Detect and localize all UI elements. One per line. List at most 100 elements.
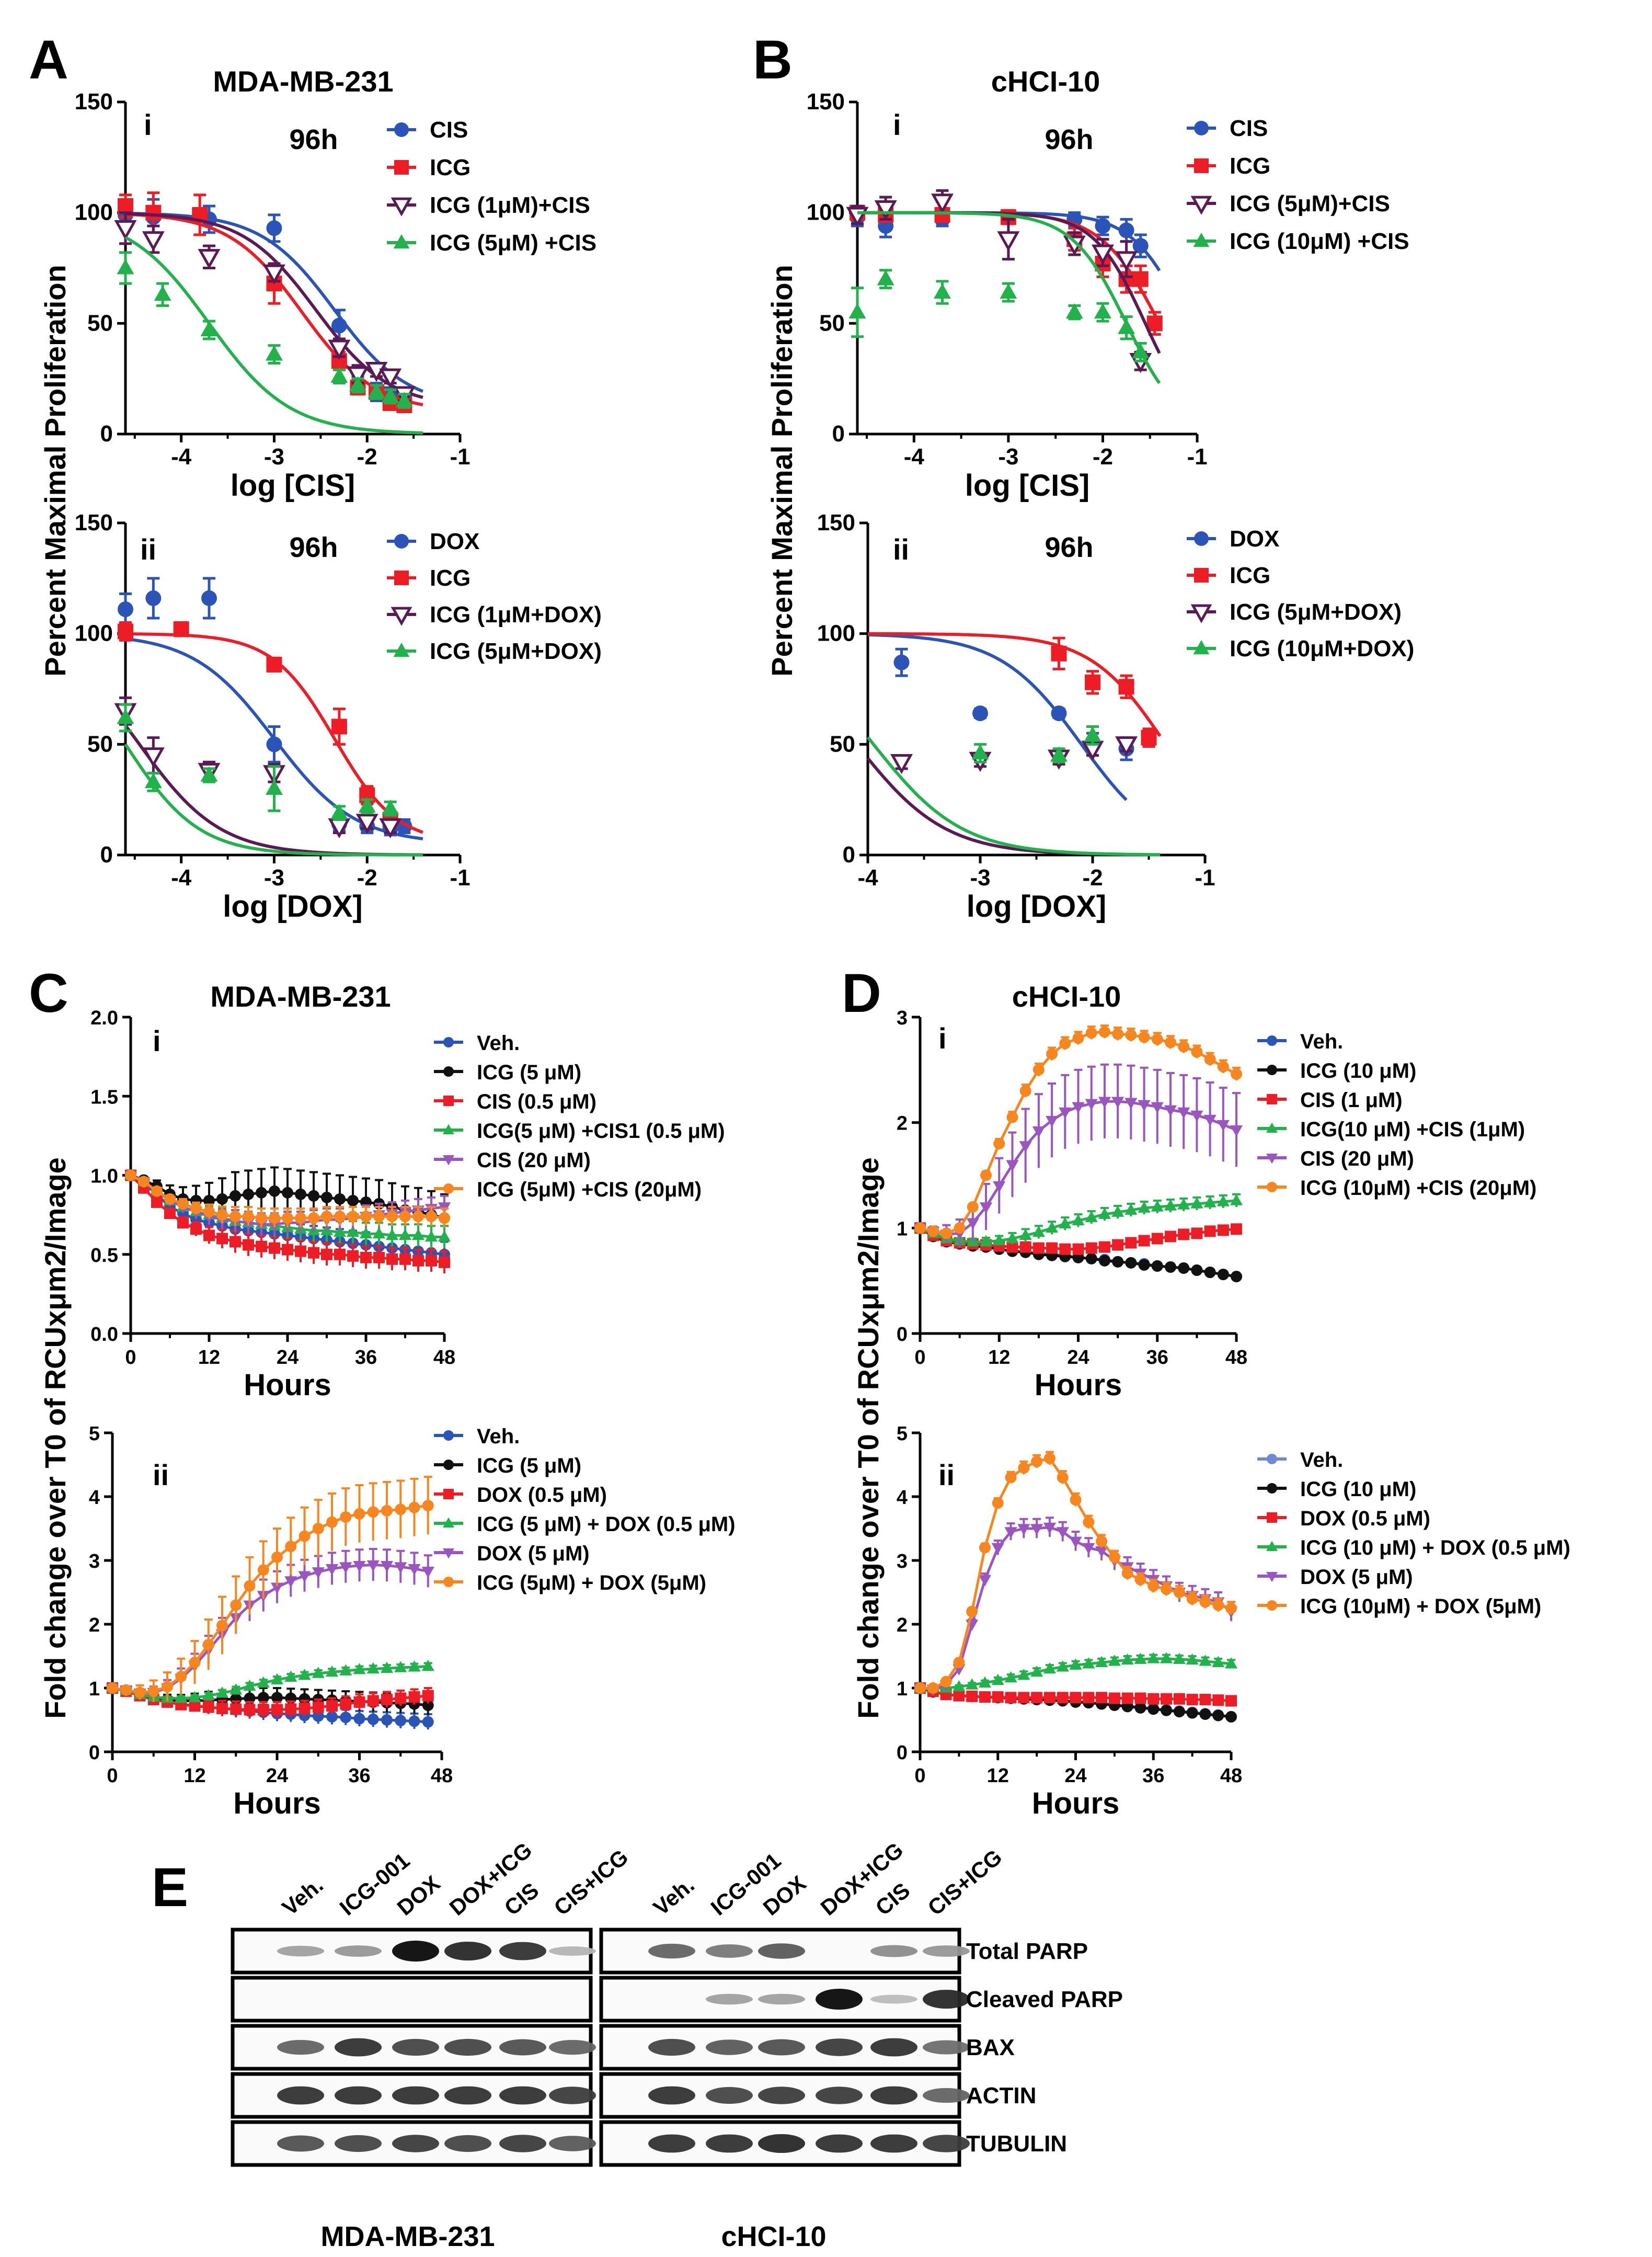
data-point	[1070, 1494, 1082, 1506]
data-point	[355, 814, 378, 834]
data-point	[1000, 283, 1017, 299]
blot-band	[923, 2088, 970, 2103]
legend-item: ICG (5μM)+CIS	[1187, 191, 1390, 216]
x-tick-label: 48	[433, 1347, 455, 1369]
data-point	[993, 1181, 1006, 1193]
data-point	[353, 1696, 365, 1708]
data-point	[1132, 343, 1150, 359]
blot-band	[816, 1989, 863, 2010]
y-tick-label: 100	[807, 200, 845, 225]
data-point	[1083, 1692, 1095, 1704]
data-point	[262, 264, 285, 285]
x-tick-label: -1	[450, 444, 470, 470]
panel-label-C: C	[29, 963, 68, 1024]
blot-band	[816, 2134, 863, 2153]
data-point	[114, 220, 137, 241]
legend-marker	[1194, 531, 1209, 546]
data-point	[1199, 1708, 1211, 1720]
x-tick-label: -4	[857, 865, 878, 891]
data-point	[203, 1206, 215, 1218]
blot-band	[923, 2135, 970, 2152]
data-point	[266, 656, 282, 672]
data-point	[125, 1169, 136, 1181]
data-point	[1199, 1596, 1211, 1608]
data-point	[408, 1564, 421, 1576]
blot-band	[648, 1943, 695, 1959]
time-label: 96h	[1045, 124, 1093, 155]
data-point	[339, 1562, 352, 1574]
legend-marker	[1190, 196, 1212, 215]
data-point	[1031, 1692, 1043, 1704]
data-point	[1085, 1242, 1097, 1254]
data-point	[1111, 1097, 1125, 1108]
x-tick-label: 48	[1225, 1347, 1247, 1369]
data-point	[1056, 1660, 1069, 1672]
legend-item: ICG (5μM+DOX)	[1187, 599, 1402, 625]
legend-marker	[443, 1517, 454, 1528]
legend-marker	[443, 1124, 454, 1134]
data-point	[270, 1582, 284, 1594]
data-point	[1019, 1241, 1031, 1253]
blot-band	[923, 1945, 970, 1957]
data-point	[1045, 1221, 1059, 1233]
data-point	[175, 1671, 187, 1683]
blot-row-1: Cleaved PARP	[231, 1976, 1123, 2023]
y-tick-label: 1	[897, 1678, 908, 1700]
data-point	[339, 1664, 352, 1675]
legend-item: ICG(5 μM) +CIS1 (0.5 μM)	[434, 1120, 725, 1143]
data-point	[398, 1228, 412, 1240]
y-tick-label: 1	[89, 1678, 100, 1700]
data-point	[1057, 1472, 1069, 1484]
legend-item: ICG (1μM)+CIS	[387, 192, 590, 218]
x-axis-label: Hours	[1035, 1368, 1122, 1402]
x-tick-label: -2	[357, 444, 377, 470]
data-point	[326, 1711, 338, 1723]
legend-marker	[394, 160, 409, 175]
data-point	[940, 1227, 953, 1239]
series-Bi-3	[848, 211, 1161, 384]
data-point	[992, 1497, 1004, 1509]
legend-marker	[1266, 1572, 1278, 1582]
data-point	[256, 1240, 267, 1252]
blot-band	[444, 1941, 491, 1961]
data-point	[230, 1599, 242, 1611]
blot-band	[335, 1945, 382, 1957]
legend-item: ICG (5μM) +CIS (20μM)	[434, 1178, 702, 1201]
y-tick-label: 100	[75, 621, 113, 646]
data-point	[1148, 1693, 1160, 1705]
y-tick-label: 0.5	[90, 1245, 118, 1267]
data-point	[1191, 1227, 1203, 1239]
data-point	[1095, 1656, 1108, 1667]
legend-label: ICG(5 μM) +CIS1 (0.5 μM)	[477, 1120, 725, 1143]
fit-curve	[866, 736, 1160, 857]
series-Bii-3	[866, 725, 1160, 857]
data-point	[1217, 1195, 1230, 1206]
data-point	[177, 1198, 189, 1210]
legend-marker	[443, 1183, 454, 1194]
chart-title: cHCI-10	[1012, 980, 1121, 1013]
data-point	[1178, 1041, 1190, 1053]
data-point	[216, 1233, 228, 1245]
data-point	[346, 366, 369, 386]
y-tick-label: 2.0	[90, 1007, 118, 1029]
data-point	[395, 1692, 407, 1704]
legend-marker	[394, 122, 409, 137]
data-point	[173, 621, 189, 637]
blot-band	[870, 1945, 917, 1957]
data-point	[1069, 1536, 1082, 1548]
data-point	[308, 1247, 319, 1259]
data-point	[1115, 251, 1138, 271]
data-point	[1072, 1214, 1085, 1226]
data-point	[177, 1217, 189, 1229]
legend-item: ICG(10 μM) +CIS (1μM)	[1257, 1118, 1525, 1141]
data-point	[1083, 1516, 1095, 1528]
data-point	[202, 1701, 214, 1713]
legend-item: ICG (10μM) +CIS (20μM)	[1257, 1177, 1536, 1200]
x-tick-label: 36	[1146, 1347, 1168, 1369]
data-point	[1121, 1567, 1133, 1579]
legend-item: ICG (5μM+DOX)	[387, 639, 602, 664]
data-point	[438, 1230, 451, 1242]
data-point	[1138, 1100, 1151, 1112]
data-point	[1186, 1693, 1198, 1705]
data-point	[953, 1680, 966, 1692]
